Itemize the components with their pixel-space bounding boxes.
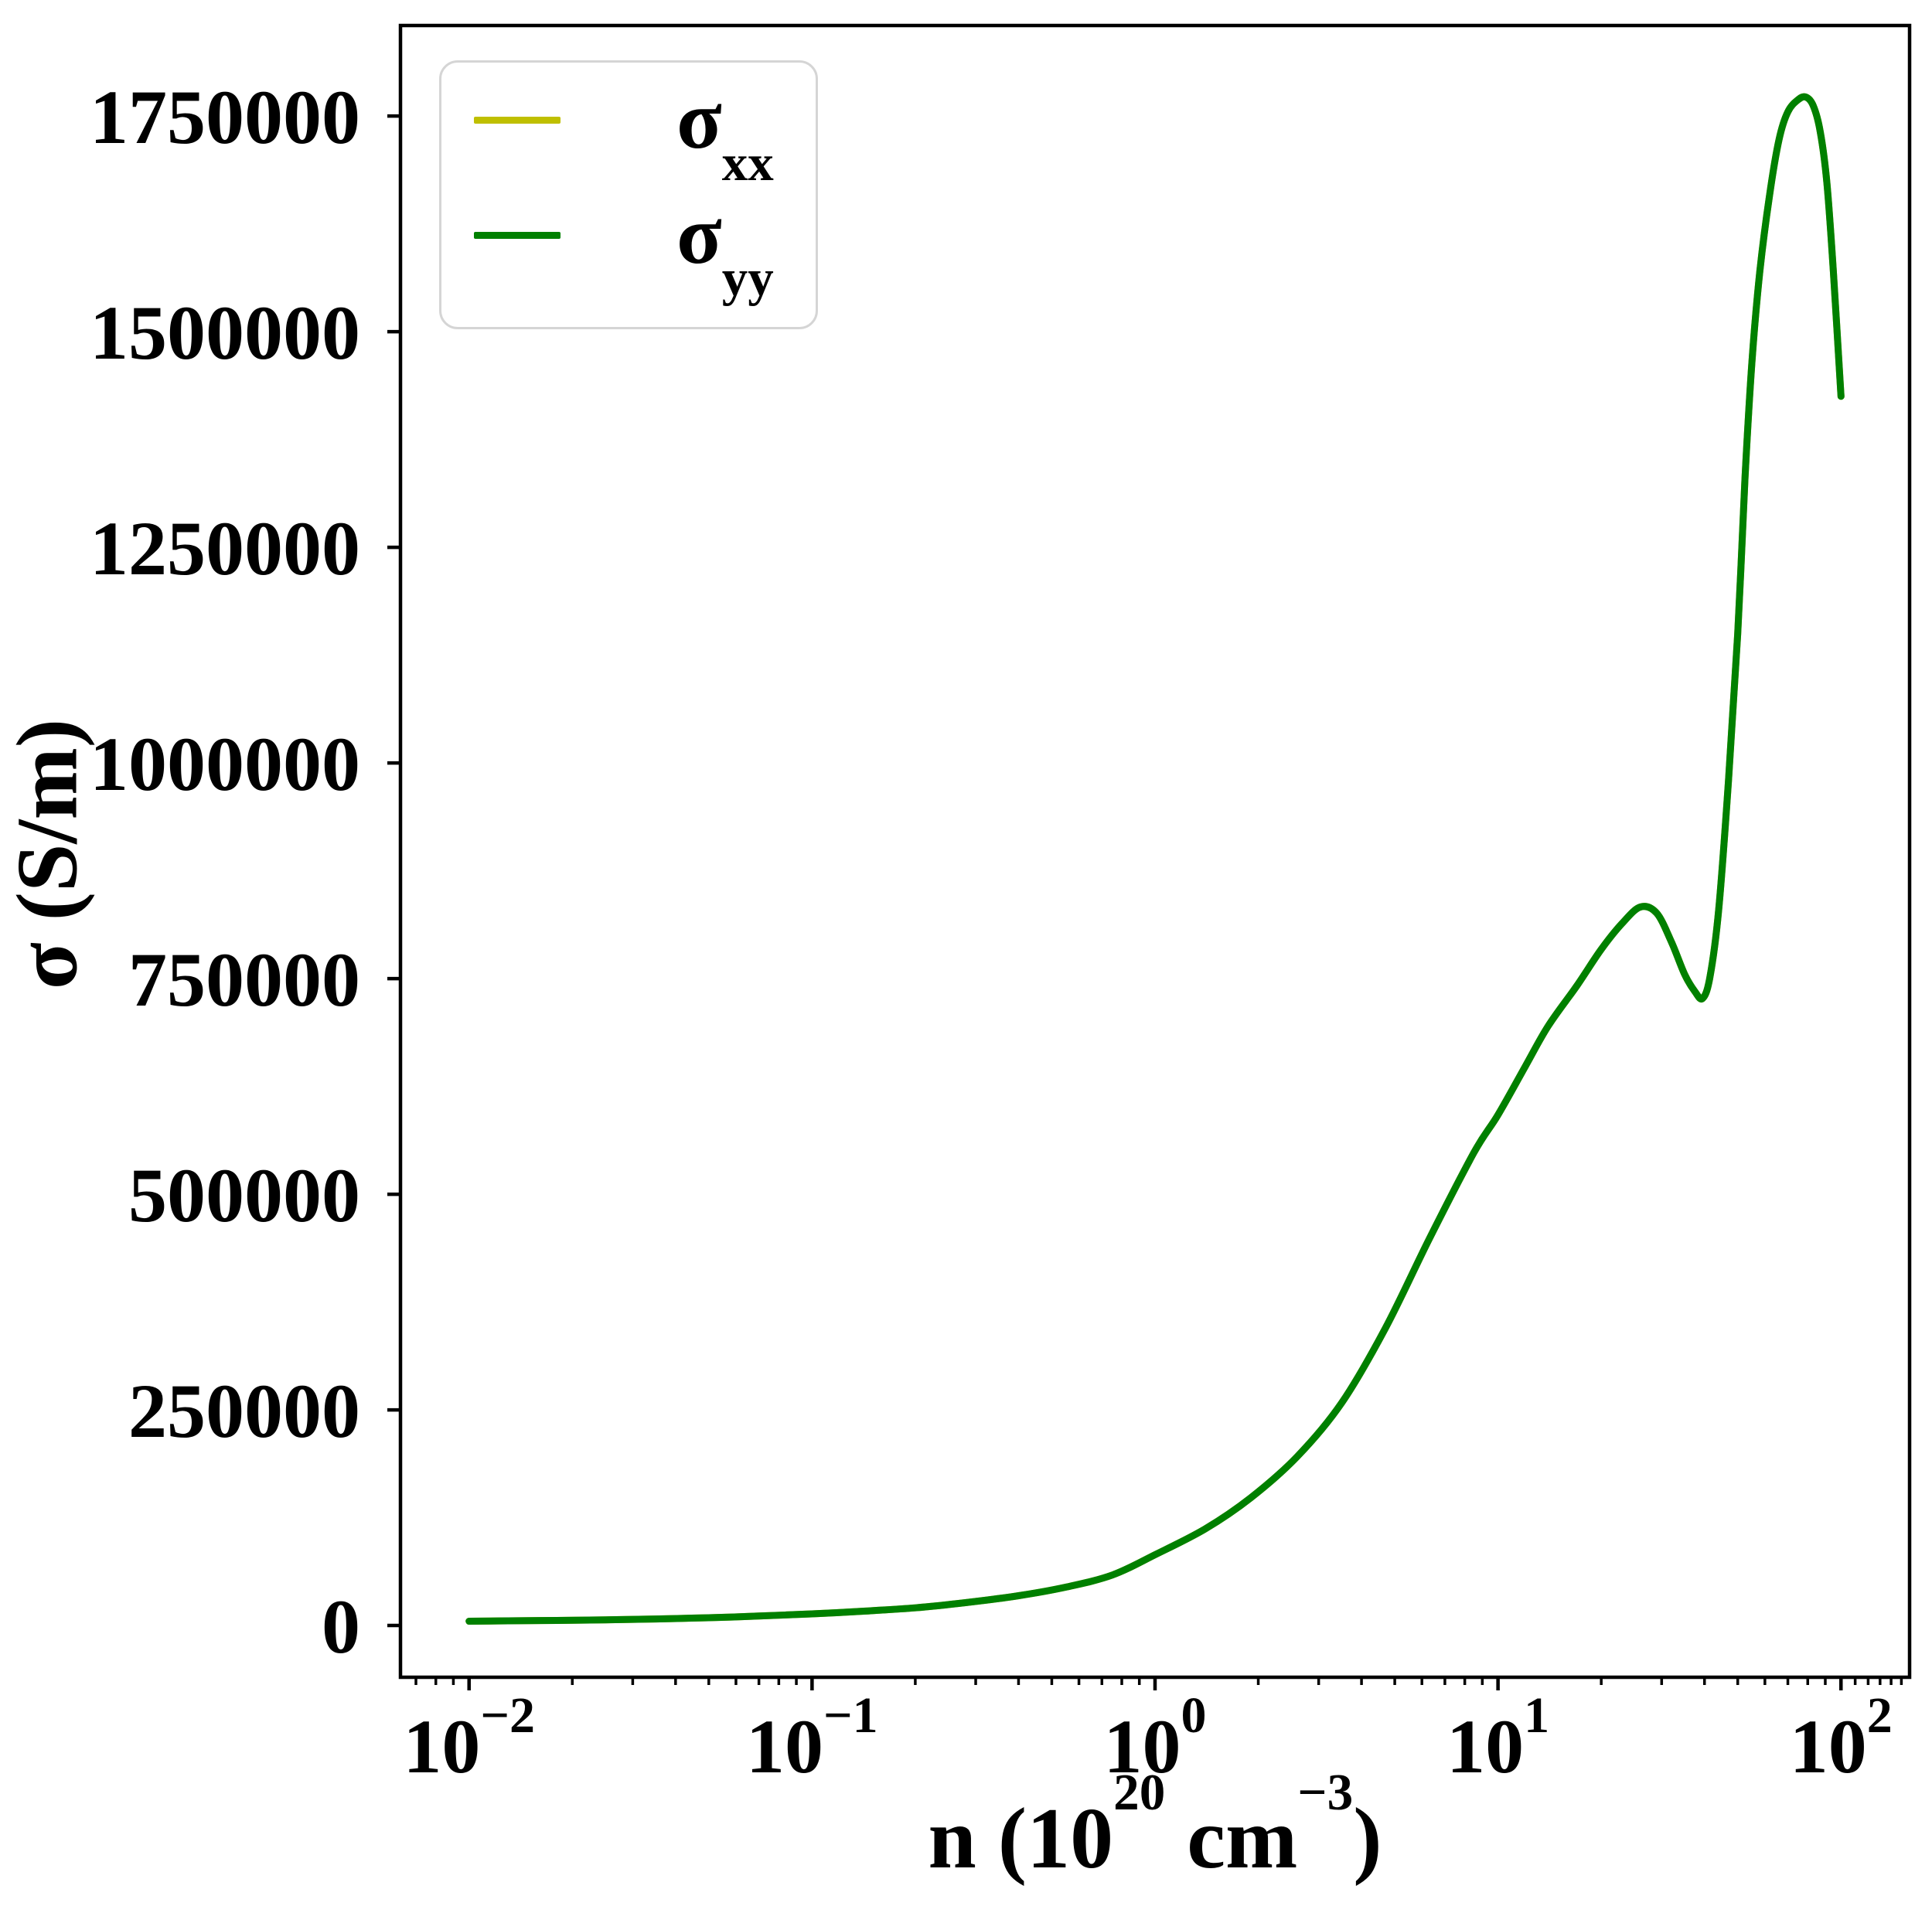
axes-frame <box>398 23 1912 1680</box>
y-tick-label: 1000000 <box>90 721 360 807</box>
y-axis-label: σ (S/m) <box>0 718 96 990</box>
legend-swatch-sigma_xx <box>474 117 561 124</box>
x-axis-label: n (1020 cm−3) <box>928 1762 1382 1887</box>
series-sigma_yy <box>465 93 1845 1625</box>
y-tick-label: 0 <box>322 1584 360 1670</box>
y-tick-label: 1750000 <box>90 74 360 160</box>
x-tick-label: 10−2 <box>403 1687 535 1789</box>
y-tick-label: 250000 <box>128 1368 360 1454</box>
legend-entry-sigma_xx: σxx <box>441 63 816 192</box>
legend-swatch-sigma_yy <box>474 232 561 239</box>
x-tick-label: 10−1 <box>746 1687 878 1789</box>
legend-entry-sigma_yy: σyy <box>441 178 816 308</box>
x-tick-label: 101 <box>1446 1687 1549 1789</box>
x-tick-label: 102 <box>1790 1687 1893 1789</box>
legend-label-sigma_xx: σxx <box>676 73 774 192</box>
y-tick-label: 750000 <box>128 937 360 1023</box>
legend: σxx σyy <box>439 60 818 329</box>
y-tick-label: 1500000 <box>90 290 360 376</box>
legend-label-sigma_yy: σyy <box>676 189 774 308</box>
y-tick-label: 1250000 <box>90 505 360 591</box>
y-tick-label: 500000 <box>128 1152 360 1238</box>
